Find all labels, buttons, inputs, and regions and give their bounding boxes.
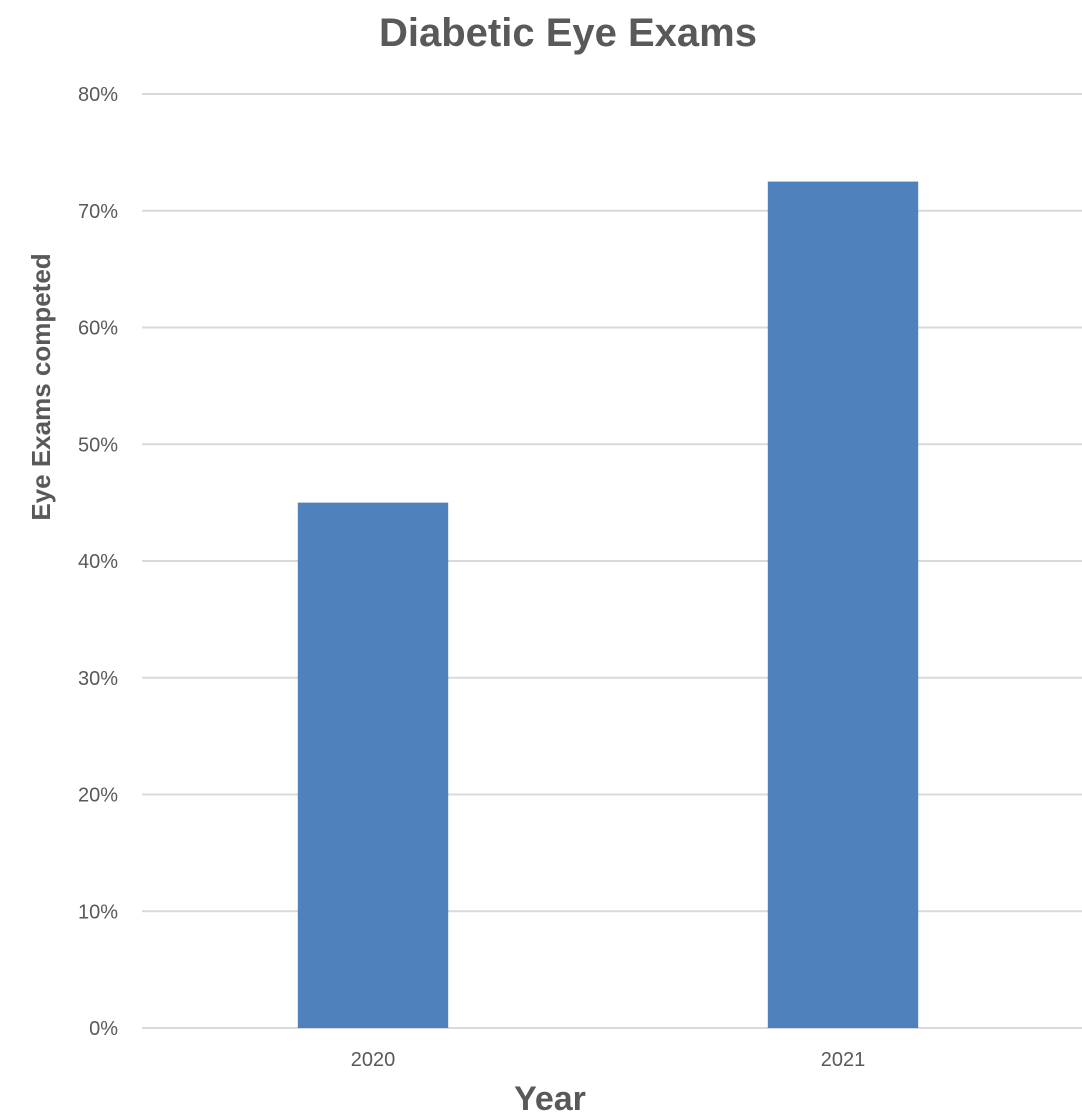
y-tick-label: 20% (78, 785, 118, 807)
chart-title: Diabetic Eye Exams (379, 11, 757, 55)
bar-2021 (767, 181, 919, 1028)
y-tick-label: 50% (78, 434, 118, 456)
x-tick-label: 2020 (351, 1049, 396, 1071)
x-axis-tick-labels: 2020 2021 (351, 1049, 866, 1071)
x-tick-label: 2021 (821, 1049, 866, 1071)
y-tick-label: 30% (78, 668, 118, 690)
x-axis-title: Year (514, 1080, 586, 1116)
y-tick-label: 0% (89, 1018, 118, 1040)
gridlines (142, 93, 1082, 1029)
bars (297, 181, 919, 1028)
y-tick-label: 40% (78, 551, 118, 573)
y-axis-title: Eye Exams competed (26, 253, 56, 520)
y-tick-label: 60% (78, 318, 118, 340)
y-axis-tick-labels: 0% 10% 20% 30% 40% 50% 60% 70% 80% (78, 84, 118, 1040)
y-tick-label: 10% (78, 901, 118, 923)
y-tick-label: 80% (78, 84, 118, 106)
bar-2020 (297, 502, 449, 1028)
y-tick-label: 70% (78, 201, 118, 223)
